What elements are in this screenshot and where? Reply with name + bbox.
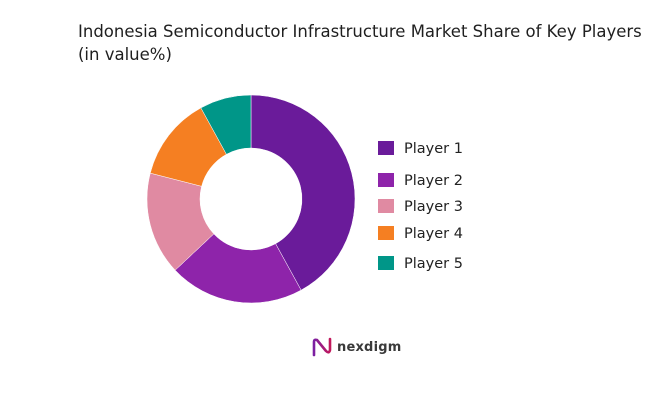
legend-label-2: Player 2 xyxy=(404,173,463,189)
legend-label-4: Player 4 xyxy=(404,226,463,242)
brand-name: nexdigm xyxy=(337,339,402,355)
slice-2 xyxy=(174,233,302,304)
brand-logo: nexdigm xyxy=(311,336,401,358)
legend-label-3: Player 3 xyxy=(404,199,463,215)
nexdigm-logo-icon xyxy=(312,337,332,357)
chart-title: Indonesia Semiconductor Infrastructure M… xyxy=(78,20,642,66)
slice-1 xyxy=(250,94,356,291)
legend-label-1: Player 1 xyxy=(404,141,463,157)
legend: Player 1 Player 2 Player 3 Player 4 Player 5 xyxy=(378,141,463,272)
legend-label-5: Player 5 xyxy=(404,256,463,272)
legend-swatch-4 xyxy=(378,226,394,240)
chart-title-line-2: (in value%) xyxy=(78,45,172,64)
slice-5 xyxy=(200,94,252,155)
chart-title-line-1: Indonesia Semiconductor Infrastructure M… xyxy=(78,22,642,41)
legend-swatch-2 xyxy=(378,173,394,187)
legend-swatch-3 xyxy=(378,199,394,213)
donut-slices xyxy=(146,94,356,304)
legend-swatch-1 xyxy=(378,141,394,155)
legend-swatch-5 xyxy=(378,256,394,270)
